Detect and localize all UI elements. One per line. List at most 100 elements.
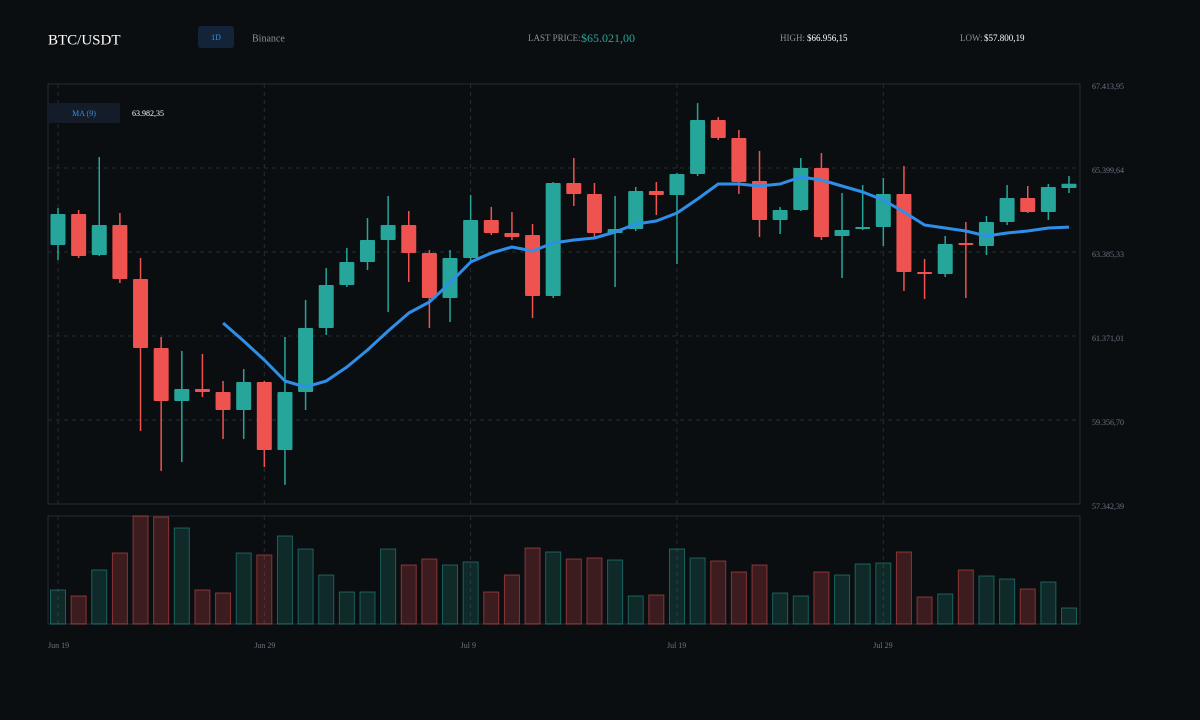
volume-bar: [607, 559, 624, 625]
volume-bar: [462, 561, 479, 625]
last-price-label: LAST PRICE:: [528, 33, 581, 43]
volume-bar: [751, 564, 768, 625]
candle-body: [421, 253, 437, 299]
candle-body: [401, 225, 417, 254]
symbol: BTC/USDT: [48, 32, 121, 48]
y-tick-label: 67.413,95: [1092, 82, 1124, 91]
interval-button[interactable]: [198, 26, 234, 48]
candle-body: [71, 214, 87, 257]
candle-body: [752, 180, 768, 221]
low: $57.800,19: [984, 33, 1025, 43]
ma-legend-value: 63.982,35: [132, 109, 164, 118]
volume-bar: [235, 552, 252, 625]
volume-bar: [627, 595, 644, 625]
volume-bar: [730, 571, 747, 625]
volume-bar: [813, 571, 830, 625]
volume-bar: [70, 595, 87, 625]
candle-body: [339, 262, 355, 285]
candle-body: [1040, 187, 1056, 213]
volume-bar: [1061, 607, 1077, 625]
price-pane: [47, 83, 1081, 505]
volume-bar: [276, 535, 293, 625]
volume-bar: [834, 574, 851, 625]
volume-bar: [400, 564, 417, 625]
high-label: HIGH:: [780, 33, 805, 43]
candle-body: [813, 168, 829, 238]
candle-body: [463, 220, 479, 259]
candle-body: [999, 198, 1015, 223]
x-tick-label: Jul 9: [461, 641, 476, 650]
volume-bar: [318, 574, 335, 625]
y-tick-label: 65.399,64: [1092, 166, 1124, 175]
volume-bar: [895, 551, 912, 625]
candle-body: [917, 272, 933, 275]
candle-body: [978, 222, 994, 247]
y-tick-label: 63.385,33: [1092, 250, 1124, 259]
volume-bar: [380, 548, 397, 625]
volume-bar: [173, 527, 190, 625]
volume-bar: [875, 562, 892, 625]
y-tick-label: 57.342,39: [1092, 502, 1124, 511]
candle-body: [318, 284, 334, 328]
volume-bar: [792, 595, 809, 625]
volume-bar: [297, 548, 314, 625]
volume-bar: [421, 558, 438, 625]
candle-body: [133, 278, 149, 349]
candle-body: [669, 174, 685, 196]
candle-body: [525, 234, 541, 297]
candle-body: [153, 348, 169, 402]
volume-bar: [503, 574, 520, 625]
candle-body: [298, 327, 314, 393]
ma-line: [222, 175, 1070, 389]
candle-body: [215, 392, 231, 411]
candle-body: [174, 389, 190, 402]
volume-bar: [256, 554, 273, 625]
last-price: $65.021,00: [581, 31, 635, 45]
exchange: Binance: [252, 33, 285, 44]
high: $66.956,15: [807, 33, 848, 43]
candle-body: [628, 191, 644, 229]
volume-bar: [215, 592, 232, 625]
candle-body: [834, 229, 850, 237]
volume-bar: [648, 594, 665, 625]
volume-bar: [854, 563, 871, 625]
interval[interactable]: 1D: [211, 33, 221, 42]
volume-bar: [524, 547, 541, 625]
low-label: LOW:: [960, 33, 983, 43]
candle-body: [545, 182, 561, 297]
candle-body: [958, 243, 974, 246]
volume-bar: [999, 578, 1016, 625]
volume-bar: [710, 560, 727, 625]
volume-bar: [772, 592, 789, 625]
volume-bar: [916, 596, 933, 625]
volume-bar: [111, 552, 128, 625]
candle-body: [648, 191, 664, 196]
candle-body: [1020, 198, 1036, 213]
volume-bar: [338, 591, 355, 625]
candle-body: [1061, 183, 1077, 189]
volume-bar: [545, 551, 562, 625]
volume-bar: [586, 557, 603, 625]
candle-body: [50, 214, 66, 246]
candle-body: [504, 232, 520, 238]
volume-bar: [689, 557, 706, 625]
ma-legend-box: [48, 103, 120, 123]
volume-bar: [91, 569, 108, 625]
candle-body: [566, 182, 582, 195]
volume-bar: [483, 591, 500, 625]
ma-legend-name: MA (9): [72, 109, 96, 118]
y-tick-label: 59.356,70: [1092, 418, 1124, 427]
candle-body: [586, 194, 602, 233]
volume-bar: [957, 569, 974, 625]
volume-bar: [50, 589, 66, 625]
volume-bar: [565, 558, 582, 625]
candle-body: [690, 120, 706, 175]
x-tick-label: Jul 19: [667, 641, 686, 650]
candle-body: [194, 389, 210, 393]
candle-body: [793, 168, 809, 211]
volume-pane: [47, 515, 1081, 625]
y-tick-label: 61.371,01: [1092, 334, 1124, 343]
x-tick-label: Jul 29: [873, 641, 892, 650]
